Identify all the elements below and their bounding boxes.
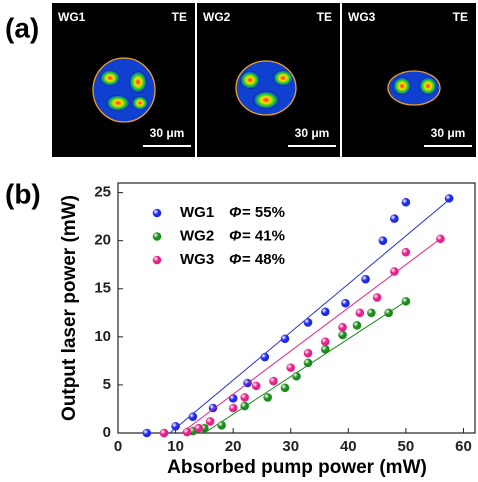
data-point <box>194 423 203 433</box>
core-outline <box>92 57 156 123</box>
data-point <box>372 293 382 302</box>
data-point <box>361 274 370 284</box>
legend-marker <box>152 232 162 241</box>
data-point <box>401 197 411 207</box>
data-point <box>240 393 249 402</box>
scale-bar-label: 30 μm <box>295 126 330 140</box>
data-point <box>338 330 347 340</box>
data-point <box>444 194 454 203</box>
legend-symbol: Φ <box>229 204 242 221</box>
data-point <box>251 381 261 391</box>
image-label: WG2 <box>203 10 231 24</box>
data-point <box>228 403 238 413</box>
data-point <box>182 427 192 437</box>
data-point <box>384 308 393 318</box>
x-tick-label: 10 <box>167 438 184 455</box>
legend-label: WG2 <box>180 227 214 244</box>
x-tick-label: 50 <box>398 438 415 455</box>
data-point <box>390 214 399 223</box>
panel-label: (b) <box>5 178 41 209</box>
y-tick-label: 0 <box>103 424 111 441</box>
x-tick-label: 0 <box>114 438 122 455</box>
mode-lobe <box>106 95 130 111</box>
legend-symbol: Φ <box>229 227 242 244</box>
fit-line <box>169 197 453 434</box>
scale-bar-label: 30 μm <box>150 126 185 140</box>
data-point <box>341 298 350 308</box>
y-tick-label: 25 <box>94 184 111 201</box>
y-tick-label: 10 <box>94 328 111 345</box>
data-point <box>320 345 330 354</box>
x-tick-label: 60 <box>455 438 472 455</box>
data-point <box>263 393 273 402</box>
data-point <box>228 394 238 403</box>
data-point <box>159 428 169 438</box>
fit-line <box>181 238 441 434</box>
data-point <box>171 421 180 431</box>
mode-lobe <box>132 96 148 110</box>
data-point <box>303 358 313 368</box>
data-point <box>367 308 376 318</box>
plot-frame <box>117 182 476 434</box>
mode-lobe <box>129 71 147 93</box>
data-point <box>205 417 215 426</box>
data-point <box>320 337 330 346</box>
legend-symbol: Φ <box>229 251 242 268</box>
data-point <box>188 412 198 421</box>
mode-label: TE <box>317 10 332 24</box>
data-point <box>286 363 296 372</box>
data-point <box>142 428 152 438</box>
scale-bar-label: 30 μm <box>431 126 466 140</box>
data-point <box>260 352 270 362</box>
y-tick-label: 5 <box>103 376 111 393</box>
mode-label: TE <box>453 10 468 24</box>
legend-efficiency: = 48% <box>242 251 285 268</box>
mode-lobe <box>393 77 411 95</box>
legend-marker <box>152 255 162 265</box>
fit-line <box>204 300 407 434</box>
data-point <box>269 376 278 386</box>
data-point <box>303 318 313 327</box>
y-axis-label: Output laser power (mW) <box>59 195 80 421</box>
data-point <box>292 371 301 381</box>
x-axis-label: Absorbed pump power (mW) <box>167 457 427 478</box>
x-tick-label: 30 <box>282 438 299 455</box>
data-point <box>401 247 411 257</box>
data-point <box>436 234 445 244</box>
data-point <box>280 334 290 344</box>
legend-label: WG1 <box>180 204 214 221</box>
data-point <box>352 321 362 330</box>
data-point <box>240 401 249 411</box>
data-point <box>401 296 411 306</box>
legend-efficiency: = 41% <box>242 227 285 244</box>
data-point <box>208 403 218 413</box>
data-point <box>378 236 388 245</box>
data-point <box>338 322 347 332</box>
x-tick-label: 40 <box>340 438 357 455</box>
x-tick-label: 20 <box>225 438 242 455</box>
mode-lobe <box>253 91 279 109</box>
image-label: WG1 <box>58 10 86 24</box>
legend-label: WG3 <box>180 251 214 268</box>
panel-label: (a) <box>5 12 39 43</box>
y-tick-label: 20 <box>94 232 111 249</box>
mode-lobe <box>273 70 293 86</box>
mode-lobe <box>240 71 260 89</box>
mode-lobe <box>419 77 437 95</box>
data-point <box>320 307 330 317</box>
data-point <box>355 308 365 318</box>
data-point <box>217 421 226 430</box>
legend-marker <box>152 208 162 218</box>
legend-efficiency: = 55% <box>242 204 285 221</box>
mode-label: TE <box>172 10 187 24</box>
core-outline <box>235 60 297 116</box>
mode-lobe <box>100 70 120 86</box>
y-tick-label: 15 <box>94 280 111 297</box>
data-point <box>390 267 399 276</box>
data-point <box>303 348 313 358</box>
core-outline <box>387 70 441 106</box>
data-point <box>280 383 290 393</box>
image-label: WG3 <box>348 10 376 24</box>
